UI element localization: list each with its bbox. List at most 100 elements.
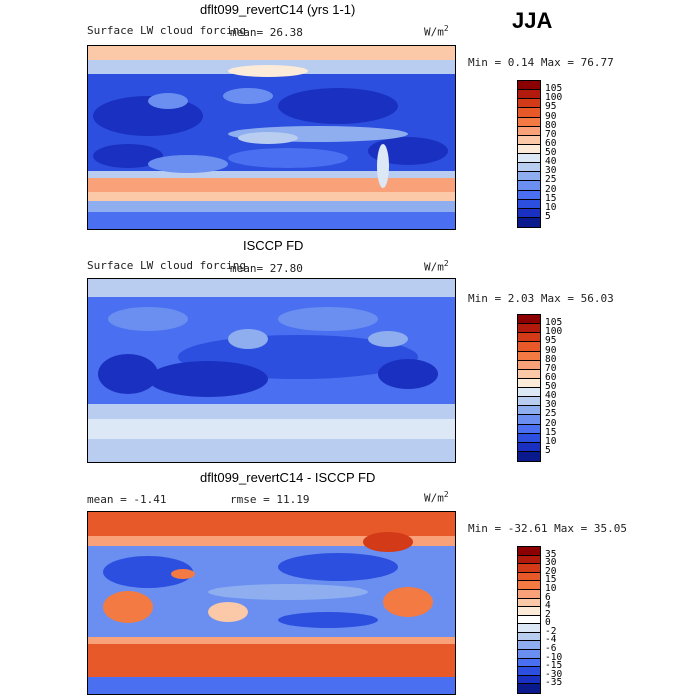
map-field [88,46,455,229]
colorbar-swatch [518,217,540,227]
colorbar-tick-label: 15 [545,574,557,586]
colorbar-tick-label: 95 [545,335,557,347]
colorbar-tick-label: 80 [545,119,557,131]
colorbar [517,80,541,228]
colorbar-tick-label: 50 [545,381,557,392]
mean-stat: mean= 26.38 [230,26,303,39]
colorbar-swatch [518,199,540,209]
colorbar-tick-label: 90 [545,110,557,122]
panel-title: dflt099_revertC14 (yrs 1-1) [200,2,356,17]
colorbar-tick-label: 30 [545,165,557,177]
colorbar-swatch [518,315,540,325]
colorbar-swatch [518,154,540,164]
colorbar-tick-label: 40 [545,156,557,168]
colorbar-tick-label: 20 [545,565,557,577]
colorbar-swatch [518,564,540,573]
min-max-stat: Min = 2.03 Max = 56.03 [468,292,614,305]
colorbar-tick-label: 105 [545,317,563,329]
min-max-stat: Min = -32.61 Max = 35.05 [468,522,627,535]
panel-title: dflt099_revertC14 - ISCCP FD [200,470,376,485]
colorbar-swatch [518,208,540,218]
colorbar-swatch [518,190,540,200]
colorbar-swatch [518,90,540,100]
colorbar-swatch [518,598,540,608]
units-label: W/m2 [424,490,449,505]
colorbar-tick-label: -2 [545,625,557,637]
colorbar-swatch [518,572,540,582]
map-panel [87,278,456,463]
colorbar-swatch [518,442,540,452]
colorbar-swatch [518,172,540,182]
colorbar-tick-label: 5 [545,444,551,456]
colorbar-swatch [518,589,540,599]
colorbar-swatch [518,81,540,91]
field-label: Surface LW cloud forcing [87,24,246,37]
colorbar-swatch [518,342,540,352]
colorbar-swatch [518,117,540,127]
colorbar-tick-label: 60 [545,137,557,149]
units-label: W/m2 [424,259,449,274]
colorbar-tick-label: -6 [545,643,557,655]
colorbar-swatch [518,378,540,388]
colorbar-tick-label: -35 [545,677,563,689]
colorbar-tick-label: 70 [545,362,557,374]
colorbar-tick-label: 20 [545,183,557,195]
colorbar-tick-label: 2 [545,608,551,620]
colorbar-swatch [518,351,540,361]
rmse-stat: rmse = 11.19 [230,493,310,506]
colorbar-swatch [518,555,540,565]
colorbar-swatch [518,451,540,461]
min-max-stat: Min = 0.14 Max = 76.77 [468,56,614,69]
colorbar-tick-label: 50 [545,147,557,158]
mean-stat: mean= 27.80 [230,262,303,275]
colorbar-tick-label: 70 [545,128,557,140]
colorbar-tick-label: 30 [545,399,557,411]
colorbar-swatch [518,615,540,625]
colorbar-tick-label: -15 [545,660,563,672]
colorbar-swatch [518,135,540,145]
map-field [88,512,455,694]
field-label: Surface LW cloud forcing [87,259,246,272]
colorbar-swatch [518,658,540,668]
colorbar-swatch [518,397,540,407]
colorbar-tick-label: 15 [545,192,557,204]
colorbar-tick-label: -30 [545,668,563,680]
colorbar-tick-label: 25 [545,174,557,186]
colorbar-swatch [518,667,540,676]
colorbar-tick-label: -10 [545,651,563,663]
colorbar-swatch [518,433,540,443]
colorbar-swatch [518,547,540,556]
colorbar-swatch [518,675,540,685]
colorbar-tick-label: 6 [545,591,551,603]
colorbar-swatch [518,181,540,191]
colorbar [517,314,541,462]
colorbar-swatch [518,163,540,173]
colorbar-swatch [518,144,540,154]
colorbar-swatch [518,415,540,425]
colorbar-swatch [518,406,540,416]
colorbar-swatch [518,581,540,590]
colorbar-tick-label: 95 [545,101,557,113]
colorbar-swatch [518,641,540,651]
colorbar-tick-label: 35 [545,548,557,560]
colorbar-swatch [518,624,540,633]
units-label: W/m2 [424,24,449,39]
colorbar-tick-label: 10 [545,582,557,594]
map-field [88,279,455,462]
colorbar-swatch [518,388,540,398]
colorbar-tick-label: 10 [545,201,557,213]
colorbar-swatch [518,684,540,693]
colorbar-tick-label: 90 [545,344,557,356]
colorbar-swatch [518,607,540,616]
colorbar-tick-label: 60 [545,371,557,383]
colorbar-swatch [518,369,540,379]
colorbar-tick-label: 15 [545,426,557,438]
colorbar-tick-label: 100 [545,326,563,338]
colorbar-swatch [518,99,540,109]
colorbar-swatch [518,632,540,642]
colorbar-swatch [518,108,540,118]
map-panel [87,511,456,695]
colorbar-tick-label: 100 [545,92,563,104]
mean-stat: mean = -1.41 [87,493,167,506]
colorbar-swatch [518,324,540,334]
